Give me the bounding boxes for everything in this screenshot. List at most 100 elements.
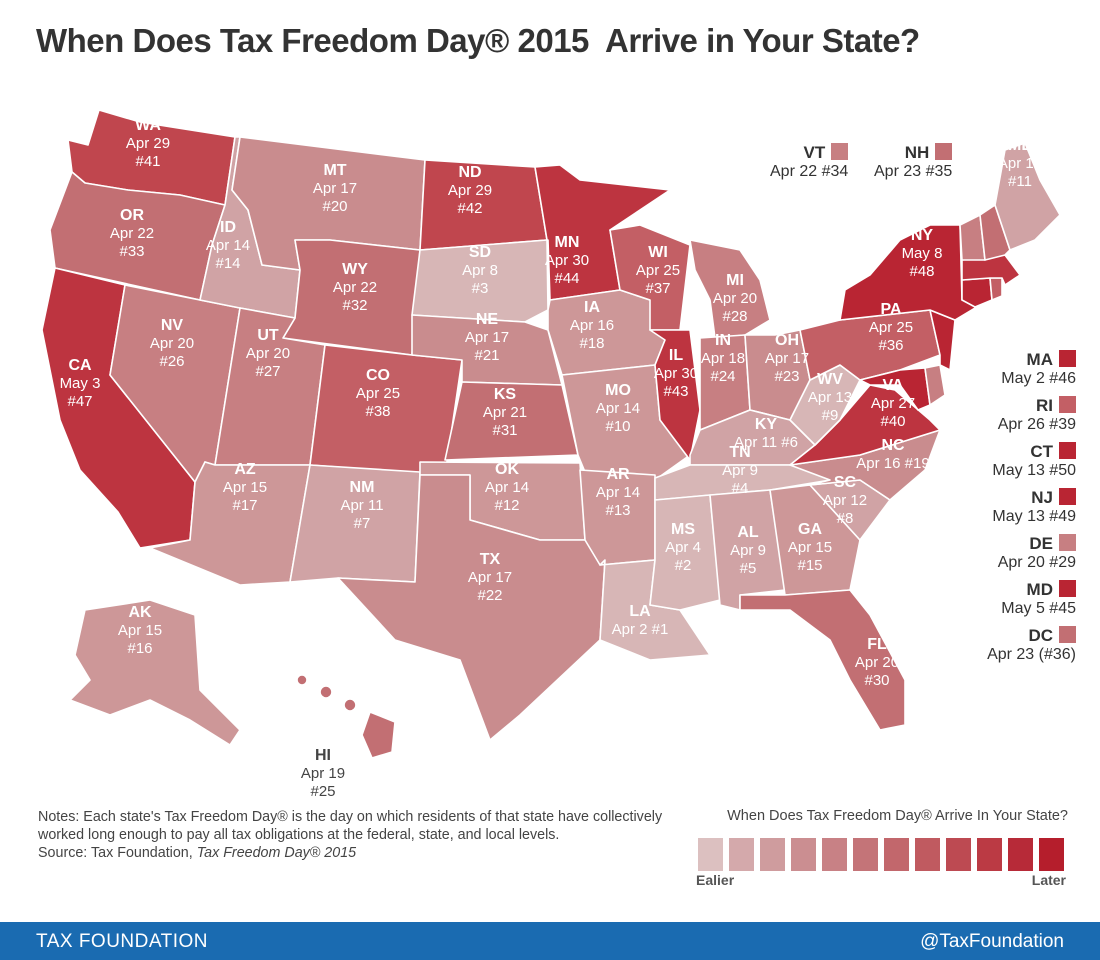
label-ok-date: Apr 14: [485, 479, 529, 496]
callout-nj-abbr: NJ: [1031, 488, 1053, 507]
label-ia-abbr: IA: [584, 299, 600, 316]
label-fl: FL Apr 20 #30: [855, 636, 899, 689]
state-ri[interactable]: [989, 277, 1003, 301]
callout-nj-text: May 13 #49: [992, 508, 1076, 525]
legend-swatch: [729, 838, 754, 871]
footer-bar: TAX FOUNDATION @TaxFoundation: [0, 922, 1100, 960]
label-ca-rank: #47: [67, 393, 92, 410]
state-hi[interactable]: [361, 711, 396, 759]
callout-vt-text: Apr 22 #34: [770, 163, 849, 180]
label-oh-rank: #23: [774, 368, 799, 385]
label-il-rank: #43: [663, 383, 688, 400]
footer-handle[interactable]: @TaxFoundation: [920, 931, 1064, 952]
label-ga-abbr: GA: [798, 521, 822, 538]
label-sc-abbr: SC: [834, 474, 857, 491]
state-fl[interactable]: [739, 589, 906, 731]
label-ny-date: May 8: [902, 245, 943, 262]
label-tx-rank: #22: [477, 587, 502, 604]
label-fl-rank: #30: [864, 672, 889, 689]
state-ak[interactable]: [69, 599, 241, 746]
label-hi-rank: #25: [310, 783, 335, 800]
label-id-abbr: ID: [220, 219, 236, 236]
label-co: CO Apr 25 #38: [356, 367, 400, 420]
state-ma[interactable]: [961, 254, 1021, 286]
label-mi: MI Apr 20 #28: [713, 272, 757, 325]
label-nd-rank: #42: [457, 200, 482, 217]
state-nh[interactable]: [979, 204, 1011, 261]
label-or: OR Apr 22 #33: [110, 207, 154, 260]
legend-title: When Does Tax Freedom Day® Arrive In You…: [727, 808, 1068, 824]
state-de[interactable]: [924, 364, 946, 406]
label-mt-abbr: MT: [323, 162, 346, 179]
label-ak: AK Apr 15 #16: [118, 604, 162, 657]
label-oh-date: Apr 17: [765, 350, 809, 367]
label-oh-abbr: OH: [775, 332, 799, 349]
label-nc-abbr: NC: [881, 437, 905, 454]
label-ny: NY May 8 #48: [902, 227, 943, 280]
label-ny-abbr: NY: [911, 227, 934, 244]
label-ar-date: Apr 14: [596, 484, 640, 501]
label-tx: TX Apr 17 #22: [468, 551, 512, 604]
label-al: AL Apr 9 #5: [730, 524, 766, 577]
label-la-date: Apr 2 #1: [612, 621, 669, 638]
state-hi-island-oahu: [319, 685, 333, 699]
legend-early-label: Ealier: [696, 872, 735, 888]
label-wi-rank: #37: [645, 280, 670, 297]
label-ia: IA Apr 16 #18: [570, 299, 614, 352]
label-wa-abbr: WA: [135, 117, 161, 134]
state-il[interactable]: [649, 329, 701, 461]
label-wy-abbr: WY: [342, 261, 368, 278]
label-tn-date: Apr 9: [722, 462, 758, 479]
label-pa-rank: #36: [878, 337, 903, 354]
state-sd[interactable]: [411, 239, 549, 323]
label-ms-rank: #2: [675, 557, 692, 574]
label-nc-date: Apr 16 #19: [856, 455, 929, 472]
callout-dc-abbr: DC: [1028, 626, 1053, 645]
label-in: IN Apr 18 #24: [701, 332, 745, 385]
label-ar-rank: #13: [605, 502, 630, 519]
label-mn-abbr: MN: [555, 234, 580, 251]
label-mt: MT Apr 17 #20: [313, 162, 357, 215]
label-nv-date: Apr 20: [150, 335, 194, 352]
label-wv-rank: #9: [822, 407, 839, 424]
label-tn: TN Apr 9 #4: [722, 444, 758, 497]
state-ga[interactable]: [769, 484, 861, 596]
label-ky: KY Apr 11 #6: [734, 416, 798, 451]
label-co-abbr: CO: [366, 367, 390, 384]
state-ct[interactable]: [961, 277, 993, 308]
notes-source-title: Tax Freedom Day® 2015: [196, 845, 357, 861]
label-id-date: Apr 14: [206, 237, 250, 254]
label-co-rank: #38: [365, 403, 390, 420]
label-ia-date: Apr 16: [570, 317, 614, 334]
notes-source-prefix: Source: Tax Foundation,: [38, 845, 197, 861]
label-pa-date: Apr 25: [869, 319, 913, 336]
label-ok-rank: #12: [494, 497, 519, 514]
state-tx[interactable]: [337, 474, 606, 741]
label-al-rank: #5: [740, 560, 757, 577]
label-ne-rank: #21: [474, 347, 499, 364]
label-mt-rank: #20: [322, 198, 347, 215]
label-ky-date: Apr 11 #6: [734, 434, 798, 451]
label-me: ME Apr 14 #11: [998, 137, 1042, 190]
label-wy-rank: #32: [342, 297, 367, 314]
callout-dc: DC Apr 23 (#36): [980, 626, 1076, 664]
footer-brand[interactable]: TAX FOUNDATION: [36, 931, 209, 952]
label-sc-date: Apr 12: [823, 492, 867, 509]
label-pa-abbr: PA: [880, 301, 901, 318]
label-il-abbr: IL: [669, 347, 683, 364]
state-nd[interactable]: [419, 159, 548, 251]
state-wy[interactable]: [282, 239, 421, 356]
label-or-abbr: OR: [120, 207, 144, 224]
callout-md-text: May 5 #45: [1001, 600, 1076, 617]
state-me[interactable]: [994, 142, 1061, 251]
label-va-abbr: VA: [882, 377, 903, 394]
label-ks: KS Apr 21 #31: [483, 386, 527, 439]
legend-swatch: [822, 838, 847, 871]
label-id-rank: #14: [215, 255, 240, 272]
callout-vt-swatch: [831, 143, 849, 160]
state-md[interactable]: [859, 367, 931, 411]
label-me-abbr: ME: [1008, 137, 1032, 154]
label-ok-abbr: OK: [495, 461, 519, 478]
label-wa-date: Apr 29: [126, 135, 170, 152]
callout-ct-swatch: [1059, 442, 1076, 459]
